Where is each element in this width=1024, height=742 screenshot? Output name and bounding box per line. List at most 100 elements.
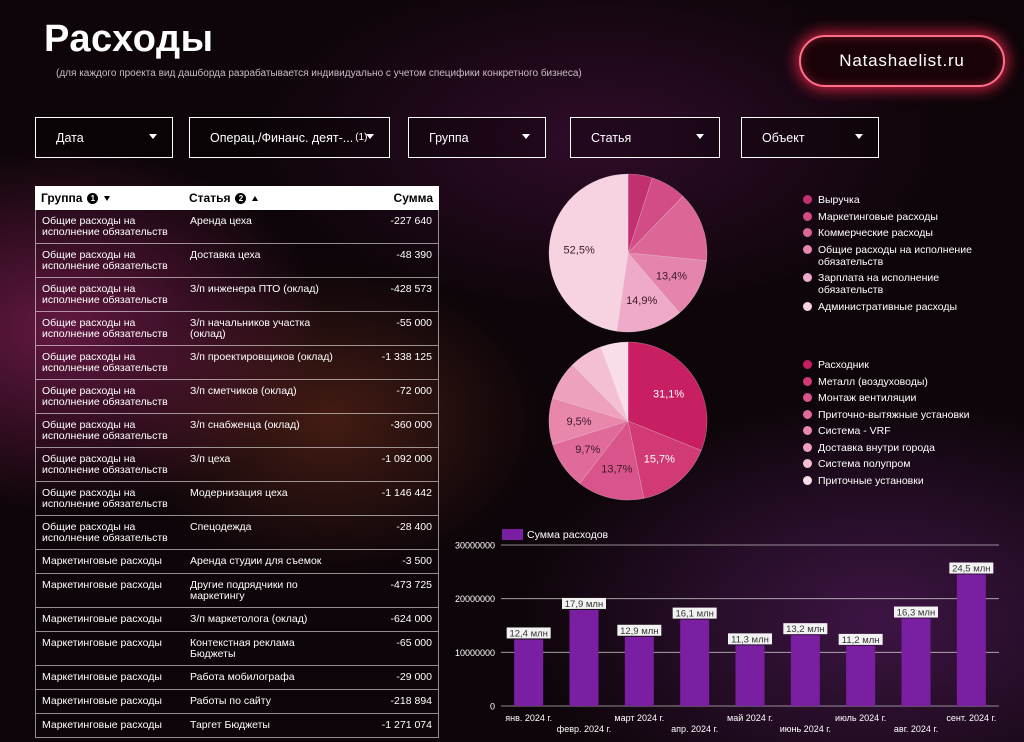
bar[interactable] xyxy=(624,636,654,706)
pie-slice[interactable] xyxy=(627,177,684,254)
brand-badge[interactable]: Natashaelist.ru xyxy=(799,35,1005,87)
legend-dot-icon xyxy=(803,195,812,204)
legend-item[interactable]: Доставка внутри города xyxy=(803,442,1003,454)
pie-slice[interactable] xyxy=(627,420,702,499)
table-row[interactable]: Общие расходы на исполнение обязательств… xyxy=(36,312,438,346)
x-tick-label: сент. 2024 г. xyxy=(946,713,996,723)
cell-article: Работы по сайту xyxy=(190,695,271,707)
legend-label: Зарплата на исполнение обязательств xyxy=(818,272,940,296)
pie-slice[interactable] xyxy=(627,173,653,254)
bar[interactable] xyxy=(790,635,820,706)
dropdown-caret-icon xyxy=(366,134,374,139)
x-tick-label: июнь 2024 г. xyxy=(780,724,831,734)
table-row[interactable]: Маркетинговые расходы Аренда студии для с… xyxy=(36,550,438,574)
pie-slice[interactable] xyxy=(552,364,629,422)
bar-data-label: 12,4 млн xyxy=(509,628,547,639)
bar[interactable] xyxy=(514,639,544,706)
legend-label: Приточные установки xyxy=(818,474,924,487)
table-row[interactable]: Общие расходы на исполнение обязательств… xyxy=(36,244,438,278)
filter-date[interactable]: Дата xyxy=(35,117,173,158)
legend-item[interactable]: Монтаж вентиляции xyxy=(803,392,1003,404)
cell-group: Общие расходы на исполнение обязательств xyxy=(42,215,168,238)
table-row[interactable]: Общие расходы на исполнение обязательств… xyxy=(36,414,438,448)
table-row[interactable]: Общие расходы на исполнение обязательств… xyxy=(36,516,438,550)
filter-article[interactable]: Статья xyxy=(570,117,720,158)
legend-label: Общие расходы на исполнение обязательств xyxy=(818,243,972,268)
legend-item[interactable]: Приточно-вытяжные установки xyxy=(803,409,1003,421)
table-row[interactable]: Маркетинговые расходы Работы по сайту -218… xyxy=(36,690,438,714)
table-row[interactable]: Общие расходы на исполнение обязательств… xyxy=(36,210,438,244)
column-header-sum[interactable]: Сумма xyxy=(393,191,433,205)
table-row[interactable]: Маркетинговые расходы Работа мобилографа -… xyxy=(36,666,438,690)
cell-article: Аренда цеха xyxy=(190,215,252,227)
pie-legend-groups: Выручка Маркетинговые расходы Коммерческие… xyxy=(803,194,983,317)
table-row[interactable]: Общие расходы на исполнение обязательств… xyxy=(36,482,438,516)
bar[interactable] xyxy=(680,619,710,706)
legend-item[interactable]: Металл (воздуховоды) xyxy=(803,376,1003,388)
legend-item[interactable]: Маркетинговые расходы xyxy=(803,211,983,223)
pie-slice-label: 52,5% xyxy=(564,245,595,257)
bar-data-label-box xyxy=(562,597,606,609)
pie-slice[interactable] xyxy=(552,420,629,484)
legend-item[interactable]: Административные расходы xyxy=(803,301,983,313)
brand-label: Natashaelist.ru xyxy=(839,51,965,70)
cell-sum: -65 000 xyxy=(396,637,432,649)
bar[interactable] xyxy=(901,618,931,706)
bar[interactable] xyxy=(569,609,599,706)
legend-item[interactable]: Расходник xyxy=(803,359,1003,371)
table-row[interactable]: Маркетинговые расходы Таргет Бюджеты -1 27… xyxy=(36,714,438,738)
pie-slice[interactable] xyxy=(548,173,629,332)
cell-article: З/п снабженца (оклад) xyxy=(190,419,300,431)
table-row[interactable]: Маркетинговые расходы Другие подрядчики п… xyxy=(36,574,438,608)
legend-item[interactable]: Коммерческие расходы xyxy=(803,227,983,239)
legend-item[interactable]: Система - VRF xyxy=(803,425,1003,437)
pie-slice[interactable] xyxy=(616,252,680,333)
filter-object-label: Объект xyxy=(762,130,805,145)
bar-data-label-box xyxy=(783,623,828,635)
pie-slice[interactable] xyxy=(627,252,707,314)
pie-slice[interactable] xyxy=(600,341,629,422)
filter-date-label: Дата xyxy=(56,130,84,145)
bar-data-label: 12,9 млн xyxy=(620,626,658,637)
legend-item[interactable]: Общие расходы на исполнение обязательств xyxy=(803,244,983,268)
filter-activity[interactable]: Операц./Финанс. деят-... (1) xyxy=(189,117,390,158)
pie-slice[interactable] xyxy=(579,420,645,501)
filter-activity-label: Операц./Финанс. деят-... xyxy=(210,130,354,145)
legend-item[interactable]: Зарплата на исполнение обязательств xyxy=(803,272,983,296)
filter-object[interactable]: Объект xyxy=(741,117,879,158)
legend-dot-icon xyxy=(803,393,812,402)
bar-data-label: 11,2 млн xyxy=(842,635,880,646)
legend-item[interactable]: Система полупром xyxy=(803,458,1003,470)
legend-item[interactable]: Выручка xyxy=(803,194,983,206)
bar-data-label-box xyxy=(838,633,883,645)
table-row[interactable]: Маркетинговые расходы Контекстная реклама… xyxy=(36,632,438,666)
bar[interactable] xyxy=(956,574,986,706)
table-row[interactable]: Маркетинговые расходы З/п маркетолога (ок… xyxy=(36,608,438,632)
pie-slice[interactable] xyxy=(572,346,629,422)
table-row[interactable]: Общие расходы на исполнение обязательств… xyxy=(36,380,438,414)
column-header-group-label: Группа xyxy=(41,191,83,205)
table-row[interactable]: Общие расходы на исполнение обязательств… xyxy=(36,448,438,482)
cell-sum: -1 092 000 xyxy=(381,453,432,465)
legend-item[interactable]: Приточные установки xyxy=(803,475,1003,487)
cell-group: Маркетинговые расходы xyxy=(42,579,162,591)
legend-dot-icon xyxy=(803,376,812,386)
bar[interactable] xyxy=(846,645,876,706)
bar-legend-label: Сумма расходов xyxy=(527,529,609,541)
cell-sum: -1 146 442 xyxy=(381,487,432,499)
filter-group[interactable]: Группа xyxy=(408,117,546,158)
pie-legend-articles: Расходник Металл (воздуховоды) Монтаж вент… xyxy=(803,359,1003,491)
dropdown-caret-icon xyxy=(522,134,530,139)
bar[interactable] xyxy=(735,645,765,706)
table-row[interactable]: Общие расходы на исполнение обязательств… xyxy=(36,346,438,380)
pie-slice[interactable] xyxy=(627,341,708,451)
column-header-article[interactable]: Статья 2 xyxy=(183,191,333,205)
legend-dot-icon xyxy=(803,442,812,452)
pie-slice[interactable] xyxy=(627,195,708,261)
column-header-group[interactable]: Группа 1 xyxy=(35,191,183,205)
cell-group: Общие расходы на исполнение обязательств xyxy=(42,317,168,340)
cell-sum: -227 640 xyxy=(390,215,432,227)
table-row[interactable]: Общие расходы на исполнение обязательств… xyxy=(36,278,438,312)
pie-slice[interactable] xyxy=(548,397,630,445)
legend-dot-icon xyxy=(803,426,812,435)
